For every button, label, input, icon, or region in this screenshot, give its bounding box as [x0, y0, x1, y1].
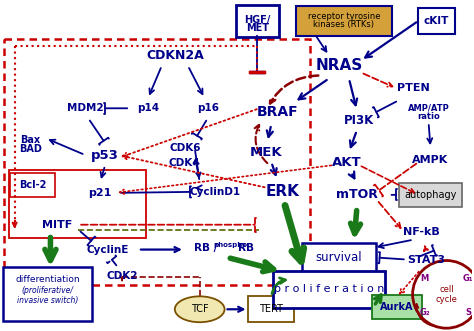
Text: cell
cycle: cell cycle [436, 285, 457, 304]
FancyBboxPatch shape [418, 8, 456, 34]
Text: NRAS: NRAS [315, 58, 363, 73]
Text: RB /: RB / [194, 243, 218, 253]
Text: PI3K: PI3K [344, 114, 374, 127]
Text: MET: MET [246, 23, 269, 33]
Text: M: M [420, 274, 428, 283]
Text: ratio: ratio [417, 112, 440, 121]
Text: AKT: AKT [332, 156, 362, 168]
Text: AMP/ATP: AMP/ATP [408, 104, 449, 113]
Text: BRAF: BRAF [256, 105, 298, 119]
Text: CyclinD1: CyclinD1 [189, 187, 240, 197]
FancyBboxPatch shape [399, 183, 462, 207]
Text: Bax: Bax [20, 135, 41, 145]
Text: NF-kB: NF-kB [403, 227, 440, 237]
Text: ERK: ERK [265, 184, 299, 199]
Text: AurkA: AurkA [380, 302, 413, 312]
Text: CDK2: CDK2 [106, 271, 138, 281]
Text: mTOR: mTOR [336, 188, 378, 201]
Text: G₂: G₂ [419, 308, 430, 317]
Text: TCF: TCF [191, 304, 209, 314]
Text: S: S [465, 308, 471, 317]
FancyBboxPatch shape [273, 271, 385, 308]
FancyBboxPatch shape [248, 296, 294, 322]
Text: p53: p53 [91, 149, 119, 162]
Text: TERT: TERT [259, 304, 283, 314]
FancyBboxPatch shape [372, 295, 421, 319]
FancyBboxPatch shape [302, 243, 376, 272]
Text: autophagy: autophagy [404, 190, 457, 200]
FancyBboxPatch shape [9, 173, 55, 197]
Text: MDM2: MDM2 [67, 103, 104, 113]
Text: BAD: BAD [19, 144, 42, 154]
Text: invasive switch): invasive switch) [17, 296, 78, 305]
Text: MEK: MEK [250, 146, 283, 159]
FancyBboxPatch shape [296, 6, 392, 36]
Text: HGF/: HGF/ [244, 15, 271, 25]
Text: phospho: phospho [214, 242, 247, 248]
FancyBboxPatch shape [3, 267, 92, 321]
Text: PTEN: PTEN [397, 83, 430, 93]
Text: G₁: G₁ [463, 274, 474, 283]
Text: (proliferative/: (proliferative/ [21, 286, 73, 295]
Text: differentiation: differentiation [15, 275, 80, 284]
Text: p14: p14 [137, 103, 159, 113]
Text: STAT3: STAT3 [408, 255, 446, 264]
Text: p r o l i f e r a t i o n: p r o l i f e r a t i o n [274, 284, 384, 294]
FancyBboxPatch shape [236, 5, 279, 37]
Text: CyclinE: CyclinE [87, 245, 129, 255]
Text: Bcl-2: Bcl-2 [19, 180, 46, 190]
Text: p16: p16 [197, 103, 219, 113]
Text: kinases (RTKs): kinases (RTKs) [313, 20, 374, 29]
Ellipse shape [175, 296, 225, 322]
Text: survival: survival [316, 251, 362, 264]
Text: p21: p21 [89, 188, 112, 198]
Text: receptor tyrosine: receptor tyrosine [308, 12, 380, 21]
Text: CDK6: CDK6 [169, 143, 201, 153]
Text: CDK4: CDK4 [169, 158, 201, 168]
Text: RB: RB [238, 243, 255, 253]
Text: CDKN2A: CDKN2A [146, 49, 204, 62]
Text: cKIT: cKIT [424, 16, 449, 26]
Text: MITF: MITF [42, 220, 73, 230]
Text: AMPK: AMPK [412, 155, 449, 165]
